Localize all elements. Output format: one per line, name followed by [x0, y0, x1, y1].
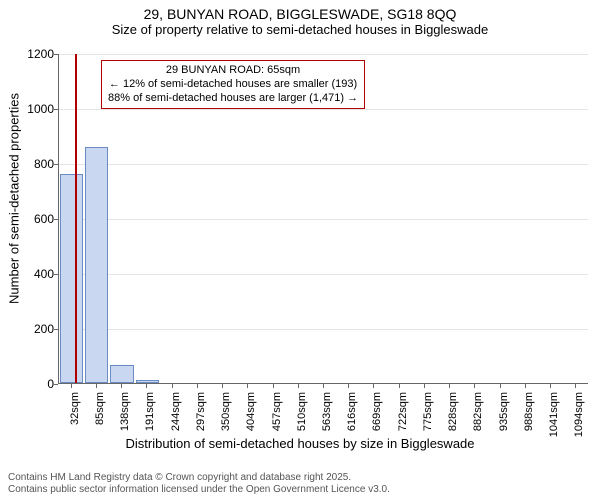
annotation-line: 88% of semi-detached houses are larger (… — [108, 92, 358, 106]
y-tick-mark — [54, 274, 58, 275]
x-tick-mark — [373, 384, 374, 388]
y-tick-label: 1000 — [14, 102, 54, 116]
footer-attribution: Contains HM Land Registry data © Crown c… — [8, 472, 390, 496]
reference-marker-line — [75, 54, 77, 383]
gridline-h — [59, 54, 588, 55]
x-tick-mark — [172, 384, 173, 388]
histogram-bar — [60, 174, 83, 383]
x-tick-mark — [550, 384, 551, 388]
x-axis-label: Distribution of semi-detached houses by … — [0, 436, 600, 451]
x-tick-mark — [222, 384, 223, 388]
x-tick-mark — [348, 384, 349, 388]
y-tick-mark — [54, 384, 58, 385]
histogram-bar — [136, 380, 159, 383]
x-tick-mark — [500, 384, 501, 388]
annotation-line: 29 BUNYAN ROAD: 65sqm — [108, 64, 358, 78]
gridline-h — [59, 164, 588, 165]
x-tick-mark — [525, 384, 526, 388]
histogram-bar — [85, 147, 108, 384]
x-tick-mark — [424, 384, 425, 388]
x-tick-mark — [247, 384, 248, 388]
footer-line-2: Contains public sector information licen… — [8, 484, 390, 496]
y-tick-mark — [54, 219, 58, 220]
y-tick-label: 200 — [14, 322, 54, 336]
y-tick-label: 0 — [14, 377, 54, 391]
gridline-h — [59, 329, 588, 330]
x-tick-mark — [474, 384, 475, 388]
annotation-line: ← 12% of semi-detached houses are smalle… — [108, 78, 358, 92]
y-tick-mark — [54, 109, 58, 110]
y-tick-mark — [54, 54, 58, 55]
y-tick-label: 600 — [14, 212, 54, 226]
x-tick-mark — [121, 384, 122, 388]
annotation-box: 29 BUNYAN ROAD: 65sqm← 12% of semi-detac… — [101, 60, 365, 109]
x-tick-mark — [96, 384, 97, 388]
y-tick-label: 800 — [14, 157, 54, 171]
gridline-h — [59, 274, 588, 275]
x-tick-mark — [449, 384, 450, 388]
gridline-h — [59, 219, 588, 220]
y-tick-mark — [54, 164, 58, 165]
x-tick-mark — [575, 384, 576, 388]
y-tick-label: 400 — [14, 267, 54, 281]
x-tick-mark — [71, 384, 72, 388]
page-title: 29, BUNYAN ROAD, BIGGLESWADE, SG18 8QQ — [0, 0, 600, 22]
x-tick-mark — [273, 384, 274, 388]
x-tick-mark — [399, 384, 400, 388]
x-tick-mark — [197, 384, 198, 388]
footer-line-1: Contains HM Land Registry data © Crown c… — [8, 472, 390, 484]
y-tick-label: 1200 — [14, 47, 54, 61]
x-tick-mark — [298, 384, 299, 388]
chart-area: Number of semi-detached properties 29 BU… — [0, 44, 600, 442]
x-tick-mark — [146, 384, 147, 388]
y-tick-mark — [54, 329, 58, 330]
plot-area: 29 BUNYAN ROAD: 65sqm← 12% of semi-detac… — [58, 54, 588, 384]
page-subtitle: Size of property relative to semi-detach… — [0, 22, 600, 41]
x-tick-mark — [323, 384, 324, 388]
histogram-bar — [110, 365, 133, 383]
